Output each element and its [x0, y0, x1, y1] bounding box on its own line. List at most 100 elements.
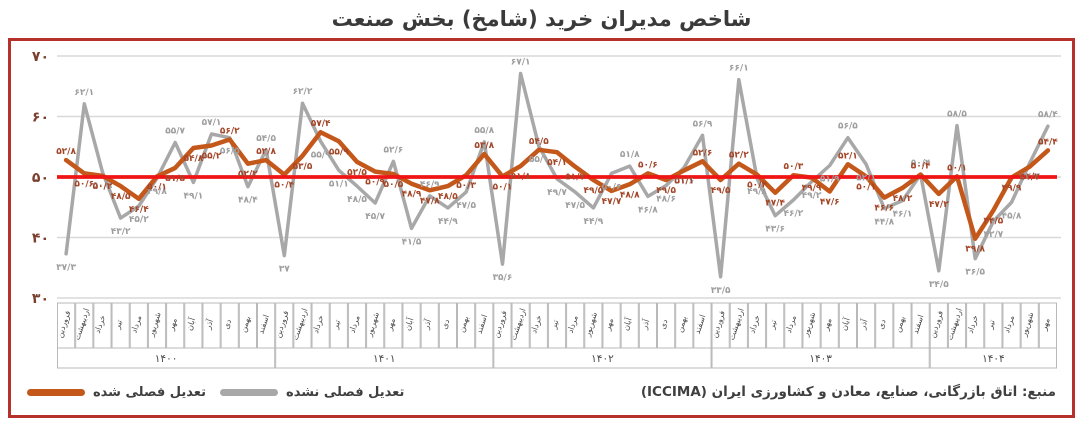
data-label: ۵۲/۱: [856, 173, 876, 183]
data-label: ۴۹/۹: [1002, 184, 1022, 194]
data-label: ۴۹/۹: [802, 184, 822, 194]
month-label: تیر: [549, 319, 561, 331]
data-label: ۵۰/۵: [383, 180, 403, 190]
data-label: ۴۸/۵: [347, 195, 367, 205]
year-cell: [275, 347, 494, 369]
data-label: ۵۰/۹: [365, 178, 385, 188]
data-label: ۴۹/۸: [747, 187, 767, 197]
month-label: تیر: [330, 319, 342, 331]
data-label: ۶۶/۱: [729, 64, 749, 74]
data-label: ۴۵/۸: [1002, 211, 1022, 221]
data-label: ۵۵/۸: [474, 126, 494, 136]
data-label: ۴۸/۹: [402, 190, 422, 200]
y-tick-50: ۵۰: [32, 170, 49, 186]
year-label: ۱۴۰۱: [373, 353, 396, 365]
year-label: ۱۴۰۰: [155, 353, 178, 365]
data-label: ۵۲/۸: [56, 147, 76, 157]
data-label: ۵۴/۴: [1038, 137, 1058, 147]
chart-footer: تعدیل فصلی شده تعدیل فصلی نشده منبع: اتا…: [11, 375, 1072, 409]
data-label: ۴۹/۲: [802, 191, 822, 201]
data-label: ۵۸/۵: [947, 110, 967, 120]
month-label: آبان: [184, 316, 198, 332]
data-label: ۵۰/۸: [93, 181, 113, 191]
data-label: ۳۹/۸: [965, 245, 985, 255]
adjusted-series-swatch: [27, 388, 85, 396]
month-label: آبان: [838, 316, 852, 332]
month-label: مهر: [384, 317, 397, 333]
data-label: ۵۴/۵: [529, 137, 549, 147]
data-label: ۴۹/۵: [656, 186, 676, 196]
month-label: آذر: [857, 317, 870, 331]
data-label: ۴۶/۱: [893, 210, 913, 220]
data-label: ۴۷/۷: [602, 197, 622, 207]
data-label: ۵۶/۹: [693, 119, 713, 129]
data-label: ۴۷/۲: [929, 200, 949, 210]
data-label: ۵۵/۱: [529, 155, 549, 165]
data-label: ۵۲/۳: [1020, 172, 1040, 182]
data-label: ۴۷/۶: [820, 198, 840, 208]
data-label: ۵۰/۳: [783, 162, 803, 172]
data-label: ۵۱/۷: [1020, 173, 1040, 183]
legend-item-adjusted: تعدیل فصلی شده: [27, 385, 206, 400]
data-label: ۴۷/۴: [765, 199, 785, 209]
data-label: ۵۷/۴: [311, 119, 331, 129]
data-label: ۵۰/۱: [856, 182, 876, 192]
data-label: ۵۰/۴: [911, 159, 931, 169]
data-label: ۵۰/۶: [602, 182, 622, 192]
data-label: ۴۱/۵: [402, 237, 422, 247]
data-label: ۴۳/۲: [111, 227, 131, 237]
year-label: ۱۴۰۲: [591, 353, 614, 365]
data-label: ۴۲/۷: [983, 230, 1003, 240]
month-label: تیر: [985, 319, 997, 331]
month-label: مهر: [603, 317, 616, 333]
data-label: ۴۷/۸: [420, 196, 440, 206]
data-label: ۳۷/۳: [56, 263, 76, 273]
data-label: ۳۵/۶: [493, 273, 513, 283]
data-label: ۵۲/۲: [729, 151, 749, 161]
data-label: ۳۷: [279, 265, 290, 275]
data-label: ۴۶/۶: [874, 204, 894, 214]
data-label: ۵۱/۹: [820, 175, 840, 185]
data-label: ۵۵/۲: [202, 152, 222, 162]
adjusted-series-label: تعدیل فصلی شده: [93, 384, 207, 400]
data-label: ۶۲/۱: [74, 88, 94, 98]
data-label: ۵۰/۴: [747, 181, 767, 191]
y-tick-60: ۶۰: [32, 110, 49, 126]
y-tick-40: ۴۰: [32, 231, 49, 247]
data-label: ۵۶/۲: [220, 126, 240, 136]
y-tick-30: ۳۰: [32, 291, 49, 307]
data-label: ۴۸/۶: [656, 194, 676, 204]
month-label: آذر: [638, 317, 651, 331]
data-label: ۵۲/۸: [256, 147, 276, 157]
data-label: ۵۱/۸: [620, 150, 640, 160]
data-label: ۴۴/۵: [983, 216, 1003, 226]
data-label: ۵۵/۷: [165, 127, 185, 137]
data-label: ۴۸/۵: [111, 192, 131, 202]
data-label: ۵۲/۶: [693, 148, 713, 158]
data-label: ۵۴/۸: [183, 154, 203, 164]
data-label: ۵۱/۸: [511, 172, 531, 182]
data-label: ۵۱/۵: [165, 174, 185, 184]
year-cell: [711, 347, 930, 369]
data-label: ۵۰/۶: [74, 179, 94, 189]
data-label: ۵۶/۵: [838, 122, 858, 132]
data-label: ۴۵/۲: [129, 215, 149, 225]
year-label: ۱۴۰۳: [809, 353, 832, 365]
data-label: ۵۲/۱: [838, 151, 858, 161]
chart-frame: ۷۰ ۶۰ ۵۰ ۴۰ ۳۰ فروردین اردیبهشت خرداد تیر مرداد شه…: [8, 38, 1075, 418]
data-label: ۴۵/۷: [365, 212, 385, 222]
month-label: مهر: [1039, 317, 1052, 333]
data-label: ۵۱/۶: [674, 176, 694, 186]
year-cell: [929, 347, 1058, 369]
data-label: ۵۰/۴: [274, 181, 294, 191]
adjusted-series-line: [63, 129, 1051, 241]
month-label: مهر: [166, 317, 179, 333]
data-label: ۴۴/۹: [438, 217, 458, 227]
data-label: ۴۸/۲: [893, 194, 913, 204]
data-label: ۵۲/۲: [238, 170, 258, 180]
month-label: دی: [876, 318, 888, 331]
data-label: ۴۹/۱: [183, 191, 203, 201]
data-label: ۴۶/۸: [638, 205, 658, 215]
data-label: ۴۹/۵: [711, 186, 731, 196]
